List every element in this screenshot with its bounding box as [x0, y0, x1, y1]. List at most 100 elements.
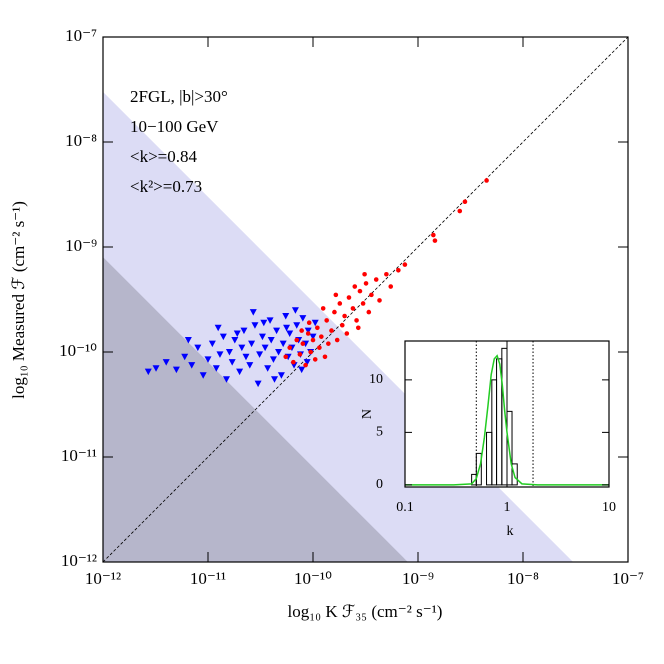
point [362, 271, 367, 277]
point [254, 380, 262, 388]
annotation: <k²>=0.73 [130, 177, 202, 196]
point [208, 340, 216, 348]
inset-x-label: k [507, 524, 514, 539]
point [194, 344, 202, 352]
point [231, 337, 239, 344]
point [315, 325, 320, 331]
x-tick-label: 10⁻⁹ [402, 569, 434, 588]
point [228, 359, 236, 366]
point [431, 232, 436, 238]
point [457, 208, 463, 214]
inset-x-tick-label: 1 [504, 500, 511, 515]
point [212, 365, 220, 372]
point [369, 292, 374, 298]
point [384, 271, 389, 277]
point [306, 320, 312, 326]
plot-frame [102, 36, 629, 563]
point [269, 356, 277, 363]
inset-x-tick-label: 0.1 [396, 500, 414, 515]
point [279, 340, 287, 348]
point [350, 306, 356, 311]
point [271, 376, 279, 383]
point [293, 322, 301, 329]
point [188, 362, 196, 369]
point [219, 333, 227, 341]
point [322, 354, 328, 360]
point [337, 301, 343, 306]
point [181, 353, 189, 361]
annotation: 2FGL, |b|>30° [130, 87, 228, 106]
point [266, 317, 274, 324]
point [258, 333, 266, 341]
point [294, 337, 300, 343]
point [298, 366, 306, 374]
point [199, 372, 207, 379]
point [396, 267, 401, 273]
point [249, 309, 257, 316]
point [326, 341, 331, 346]
point [360, 301, 366, 306]
point [388, 284, 394, 289]
diagonal-line [102, 36, 629, 563]
point [277, 372, 285, 379]
point [267, 337, 275, 344]
histogram-bar [475, 452, 482, 486]
x-tick-label: 10⁻¹¹ [190, 569, 226, 588]
y-axis-label: log₁₀ Measured ℱ (cm⁻² s⁻¹) [9, 201, 28, 399]
histogram-bar [506, 410, 513, 486]
point [283, 324, 291, 332]
point [291, 307, 299, 314]
point [256, 351, 264, 358]
point [373, 277, 379, 282]
point [286, 330, 294, 338]
point [462, 199, 468, 205]
point [172, 366, 180, 374]
y-tick-label: 10⁻¹² [61, 551, 97, 570]
point [329, 328, 334, 333]
point [352, 284, 358, 289]
inset-y-tick-label: 5 [376, 425, 383, 440]
point [366, 309, 372, 315]
point [214, 324, 222, 332]
point [355, 325, 361, 331]
point [332, 309, 337, 315]
point [339, 322, 345, 328]
y-tick-label: 10⁻⁷ [65, 26, 97, 45]
point [333, 292, 339, 298]
point [310, 337, 316, 343]
point [308, 349, 313, 355]
point [152, 365, 160, 372]
y-tick-label: 10⁻⁸ [65, 131, 97, 150]
point [317, 345, 322, 350]
point [363, 281, 369, 286]
point [246, 362, 254, 369]
point [432, 238, 438, 243]
point [238, 344, 246, 352]
point [273, 327, 281, 335]
x-axis-label: log₁₀ K ℱ₃₅ (cm⁻² s⁻¹) [288, 602, 443, 621]
histogram-bar [511, 463, 518, 486]
inset-y-label: N [360, 409, 375, 419]
x-tick-label: 10⁻¹² [85, 569, 121, 588]
point [184, 337, 192, 344]
annotation: 10−100 GeV [130, 117, 219, 136]
point [357, 288, 363, 294]
point [344, 331, 350, 336]
y-tick-label: 10⁻¹⁰ [59, 341, 97, 360]
point [240, 327, 248, 335]
point [260, 319, 268, 327]
point [484, 178, 489, 183]
inset-y-tick-label: 10 [369, 372, 383, 387]
point [324, 318, 329, 323]
point [309, 333, 317, 341]
point [287, 345, 293, 350]
point [346, 295, 352, 300]
point [248, 340, 256, 348]
point [282, 313, 290, 320]
y-tick-label: 10⁻⁹ [65, 236, 97, 255]
point [225, 349, 233, 356]
point [264, 365, 272, 372]
x-tick-label: 10⁻⁸ [507, 569, 539, 588]
point [144, 368, 152, 376]
